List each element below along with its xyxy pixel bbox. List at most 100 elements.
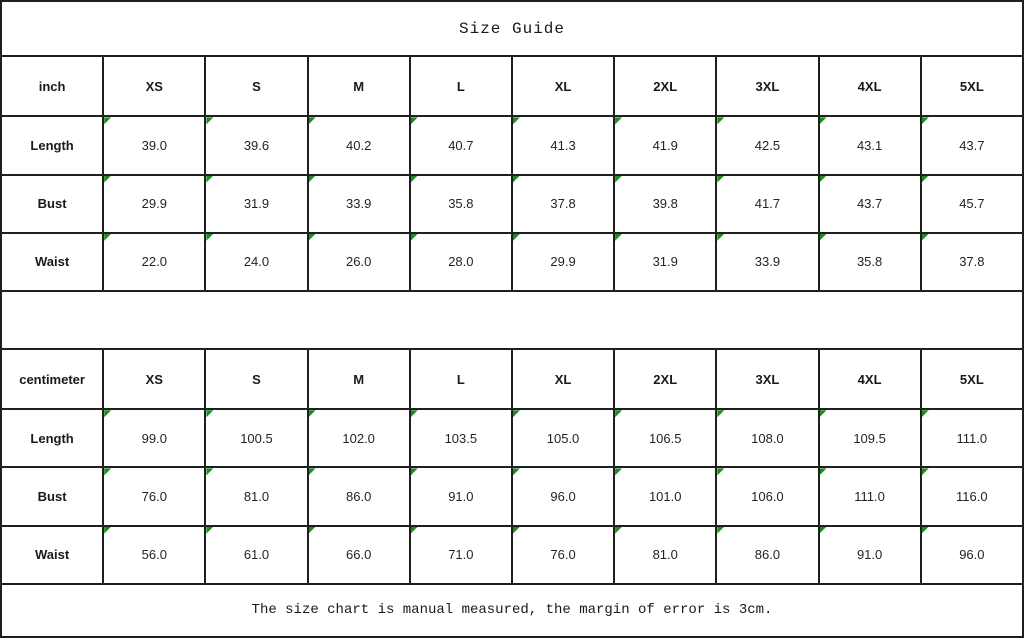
cell-value: 81.0 xyxy=(652,547,678,563)
cell-value: 109.5 xyxy=(853,430,886,446)
size-value-cell: 39.0 xyxy=(102,115,207,176)
page-title: Size Guide xyxy=(0,0,1024,58)
size-value-cell: 31.9 xyxy=(613,231,718,292)
size-column-header: L xyxy=(408,55,513,118)
cell-value: 111.0 xyxy=(956,430,988,446)
size-value-cell: 106.5 xyxy=(613,408,718,469)
inch-header-row: inch XS S M L XL 2XL 3XL 4XL 5XL xyxy=(0,55,1024,118)
cell-value: 91.0 xyxy=(856,547,883,563)
corner-marker-icon xyxy=(104,117,112,125)
cell-value: 31.9 xyxy=(652,254,678,270)
corner-marker-icon xyxy=(410,410,418,418)
cell-value: 29.9 xyxy=(550,254,576,270)
corner-marker-icon xyxy=(921,410,929,418)
size-value-cell: 41.3 xyxy=(510,115,616,176)
size-value-cell: 39.6 xyxy=(204,115,309,176)
cm-waist-row: Waist 56.0 61.0 66.0 71.0 76.0 81.0 86.0… xyxy=(0,524,1024,585)
size-value-cell: 45.7 xyxy=(919,173,1024,234)
corner-marker-icon xyxy=(206,117,214,125)
size-column-header: S xyxy=(204,348,309,411)
size-value-cell: 103.5 xyxy=(408,408,513,469)
size-value-cell: 81.0 xyxy=(613,524,718,585)
size-column-header: M xyxy=(306,348,411,411)
corner-marker-icon xyxy=(308,117,316,125)
size-value-cell: 39.8 xyxy=(613,173,718,234)
corner-marker-icon xyxy=(819,175,827,183)
size-column-header: S xyxy=(204,55,309,118)
size-value-cell: 37.8 xyxy=(510,173,616,234)
corner-marker-icon xyxy=(206,410,214,418)
corner-marker-icon xyxy=(717,175,725,183)
size-value-cell: 91.0 xyxy=(408,466,513,527)
unit-header-centimeter: centimeter xyxy=(0,348,105,411)
cell-value: 39.8 xyxy=(652,196,678,212)
corner-marker-icon xyxy=(819,410,827,418)
size-value-cell: 96.0 xyxy=(919,524,1024,585)
cell-value: 56.0 xyxy=(141,547,167,563)
cm-length-row: Length 99.0 100.5 102.0 103.5 105.0 106.… xyxy=(0,408,1024,469)
cell-value: 22.0 xyxy=(141,254,167,270)
corner-marker-icon xyxy=(206,468,214,476)
corner-marker-icon xyxy=(206,175,214,183)
size-value-cell: 86.0 xyxy=(306,466,411,527)
corner-marker-icon xyxy=(512,233,520,241)
cell-value: 76.0 xyxy=(141,488,167,504)
row-label: Length xyxy=(0,115,105,176)
corner-marker-icon xyxy=(206,233,214,241)
size-value-cell: 76.0 xyxy=(510,524,616,585)
size-value-cell: 41.7 xyxy=(715,173,820,234)
size-column-header: 4XL xyxy=(817,348,922,411)
corner-marker-icon xyxy=(308,175,316,183)
corner-marker-icon xyxy=(717,117,725,125)
size-value-cell: 100.5 xyxy=(204,408,309,469)
size-value-cell: 61.0 xyxy=(204,524,309,585)
corner-marker-icon xyxy=(206,526,214,534)
corner-marker-icon xyxy=(308,233,316,241)
cell-value: 31.9 xyxy=(243,196,270,212)
size-value-cell: 101.0 xyxy=(613,466,718,527)
corner-marker-icon xyxy=(410,468,418,476)
size-value-cell: 109.5 xyxy=(817,408,922,469)
size-column-header: L xyxy=(408,348,513,411)
cell-value: 102.0 xyxy=(342,430,375,446)
size-column-header: 3XL xyxy=(715,348,820,411)
corner-marker-icon xyxy=(410,233,418,241)
size-value-cell: 29.9 xyxy=(102,173,207,234)
size-column-header: XL xyxy=(510,55,616,118)
size-column-header: 3XL xyxy=(715,55,820,118)
cell-value: 103.5 xyxy=(444,430,478,446)
size-column-header: XS xyxy=(102,348,207,411)
size-value-cell: 42.5 xyxy=(715,115,820,176)
cell-value: 86.0 xyxy=(346,488,372,504)
size-value-cell: 35.8 xyxy=(408,173,513,234)
size-value-cell: 33.9 xyxy=(715,231,820,292)
corner-marker-icon xyxy=(512,117,520,125)
row-label: Waist xyxy=(0,524,105,585)
corner-marker-icon xyxy=(512,468,520,476)
corner-marker-icon xyxy=(717,468,725,476)
size-value-cell: 91.0 xyxy=(817,524,922,585)
inch-bust-row: Bust 29.9 31.9 33.9 35.8 37.8 39.8 41.7 … xyxy=(0,173,1024,234)
cell-value: 96.0 xyxy=(959,547,985,563)
cell-value: 105.0 xyxy=(546,430,580,446)
size-value-cell: 37.8 xyxy=(919,231,1024,292)
cell-value: 35.8 xyxy=(856,254,883,270)
corner-marker-icon xyxy=(921,526,929,534)
size-value-cell: 41.9 xyxy=(613,115,718,176)
cell-value: 33.9 xyxy=(346,196,372,212)
cell-value: 81.0 xyxy=(243,488,270,504)
size-value-cell: 56.0 xyxy=(102,524,207,585)
cell-value: 106.5 xyxy=(648,430,682,446)
corner-marker-icon xyxy=(104,468,112,476)
corner-marker-icon xyxy=(615,410,623,418)
inch-waist-row: Waist 22.0 24.0 26.0 28.0 29.9 31.9 33.9… xyxy=(0,231,1024,292)
corner-marker-icon xyxy=(512,526,520,534)
cell-value: 91.0 xyxy=(448,488,474,504)
cell-value: 43.7 xyxy=(856,196,883,212)
size-value-cell: 43.7 xyxy=(817,173,922,234)
corner-marker-icon xyxy=(308,526,316,534)
size-value-cell: 96.0 xyxy=(510,466,616,527)
size-value-cell: 66.0 xyxy=(306,524,411,585)
cell-value: 40.7 xyxy=(448,137,474,153)
